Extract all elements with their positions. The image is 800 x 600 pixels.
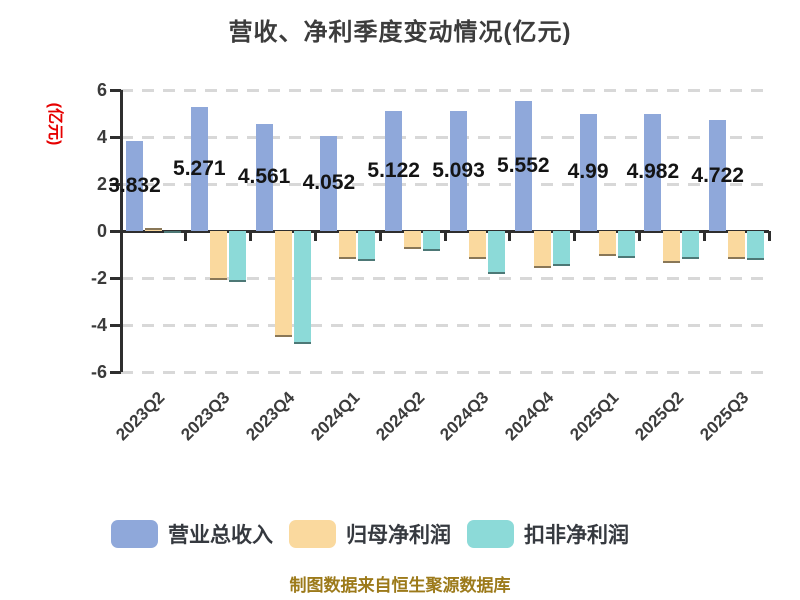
y-axis-tick-label: -6 xyxy=(90,362,107,382)
gridline xyxy=(121,276,769,280)
bar-归母净利润-2024Q4 xyxy=(533,231,551,269)
y-axis-tick-label: 0 xyxy=(96,221,107,241)
bar-value-label: 4.99 xyxy=(567,160,609,184)
bar-扣非净利润-2025Q3 xyxy=(747,231,765,260)
bar-归母净利润-2025Q3 xyxy=(728,231,746,259)
bar-归母净利润-2024Q1 xyxy=(339,231,357,259)
bar-营业总收入-2024Q1 xyxy=(320,135,338,231)
bar-营业总收入-2024Q2 xyxy=(385,110,403,231)
bar-扣非净利润-2024Q1 xyxy=(358,231,376,262)
bar-value-label: 4.561 xyxy=(237,165,291,189)
bar-value-label: 5.093 xyxy=(432,159,485,183)
bar-归母净利润-2023Q2 xyxy=(145,227,162,231)
y-axis-tick-label: 6 xyxy=(96,80,107,100)
y-axis-tick xyxy=(110,182,121,186)
chart-legend: 营业总收入 归母净利润 扣非净利润 xyxy=(111,519,629,549)
legend-item-扣非净利润[interactable]: 扣非净利润 xyxy=(467,519,629,549)
x-axis-tick xyxy=(637,231,641,241)
legend-label: 营业总收入 xyxy=(168,524,273,547)
bar-营业总收入-2025Q2 xyxy=(644,113,662,231)
legend-item-营业总收入[interactable]: 营业总收入 xyxy=(111,519,273,549)
bar-扣非净利润-2025Q2 xyxy=(682,231,700,260)
bar-归母净利润-2024Q2 xyxy=(404,231,422,249)
bar-归母净利润-2024Q3 xyxy=(469,231,486,260)
bar-扣非净利润-2023Q3 xyxy=(228,231,246,283)
bar-扣非净利润-2024Q2 xyxy=(423,231,441,251)
bar-value-label: 3.832 xyxy=(108,173,161,197)
bar-营业总收入-2023Q4 xyxy=(255,123,273,231)
bar-归母净利润-2023Q3 xyxy=(209,231,227,280)
chart-title: 营收、净利季度变动情况(亿元) xyxy=(228,19,572,46)
x-axis-tick xyxy=(573,231,577,241)
bar-营业总收入-2024Q4 xyxy=(514,100,532,231)
bar-value-label: 5.122 xyxy=(367,158,420,182)
y-axis-unit-label: (亿元) xyxy=(46,102,63,146)
y-axis-tick-label: -2 xyxy=(90,268,107,288)
legend-item-归母净利润[interactable]: 归母净利润 xyxy=(289,519,451,549)
y-axis-tick-label: -4 xyxy=(90,315,107,335)
gridline xyxy=(121,370,769,374)
legend-label: 扣非净利润 xyxy=(524,524,629,547)
bar-扣非净利润-2023Q4 xyxy=(293,231,311,345)
bar-扣非净利润-2024Q3 xyxy=(488,231,505,274)
bar-扣非净利润-2023Q2 xyxy=(164,231,181,234)
gridline xyxy=(121,323,769,327)
gridline xyxy=(121,88,769,92)
bar-营业总收入-2023Q3 xyxy=(190,107,208,231)
bar-营业总收入-2025Q1 xyxy=(579,113,597,231)
bar-value-label: 4.982 xyxy=(626,160,680,184)
x-axis-tick xyxy=(249,231,253,241)
x-axis-tick xyxy=(508,231,512,241)
bar-value-label: 5.552 xyxy=(497,153,550,177)
legend-swatch xyxy=(467,520,514,548)
plot-area: 6 4 2 0 -2 -4 -6 3.832 5.271 4.561 4.052 5.122 5.093… xyxy=(91,80,771,444)
legend-swatch xyxy=(289,520,336,548)
bar-营业总收入-2023Q2 xyxy=(126,140,143,231)
bar-归母净利润-2025Q2 xyxy=(663,231,681,263)
bar-归母净利润-2023Q4 xyxy=(274,231,292,338)
bar-value-label: 4.052 xyxy=(302,171,356,195)
y-axis-tick xyxy=(110,323,121,327)
y-axis-tick xyxy=(110,229,121,233)
gridline xyxy=(121,135,769,139)
bar-扣非净利润-2024Q4 xyxy=(552,231,570,267)
y-axis-tick xyxy=(110,88,121,92)
y-axis-tick xyxy=(110,135,121,139)
bar-value-label: 4.722 xyxy=(691,163,744,187)
bar-value-label: 5.271 xyxy=(173,157,226,181)
y-axis-tick-label: 4 xyxy=(96,127,107,147)
y-axis-tick-label: 2 xyxy=(96,174,107,194)
bar-营业总收入-2024Q3 xyxy=(450,111,467,231)
bar-归母净利润-2025Q1 xyxy=(598,231,616,257)
x-axis-tick xyxy=(313,231,317,241)
x-axis-tick xyxy=(378,231,382,241)
gridline xyxy=(121,182,769,186)
legend-swatch xyxy=(111,520,158,548)
x-axis-tick xyxy=(443,231,447,241)
source-caption: 制图数据来自恒生聚源数据库 xyxy=(289,576,511,595)
bar-营业总收入-2025Q3 xyxy=(709,120,727,231)
legend-label: 归母净利润 xyxy=(346,524,451,547)
y-axis-tick xyxy=(110,276,121,280)
x-axis-tick xyxy=(184,231,188,241)
x-axis-tick xyxy=(702,231,706,241)
y-axis-tick xyxy=(110,370,121,374)
bar-扣非净利润-2025Q1 xyxy=(617,231,635,258)
x-axis-tick xyxy=(767,231,771,241)
